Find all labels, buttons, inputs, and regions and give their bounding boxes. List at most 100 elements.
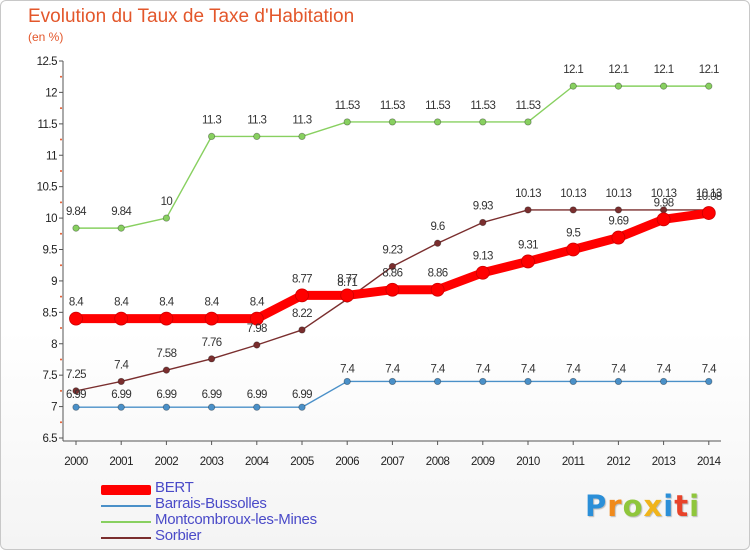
logo-letter: t	[674, 489, 690, 523]
data-point-barrais-bussolles	[388, 377, 396, 386]
data-point-sorbier	[72, 387, 80, 395]
y-minor-tick	[60, 232, 62, 235]
y-tick-label: 10	[45, 213, 57, 225]
x-tick-label: 2003	[200, 456, 224, 468]
data-label-sorbier: 7.58	[156, 348, 176, 360]
data-point-bert	[656, 212, 671, 227]
data-label-bert: 9.69	[608, 216, 628, 228]
data-label-barrais-bussolles: 6.99	[292, 389, 312, 401]
x-tick-label: 2005	[290, 456, 314, 468]
data-point-bert	[204, 311, 219, 326]
data-label-sorbier: 10.13	[560, 188, 586, 200]
data-label-barrais-bussolles: 7.4	[476, 363, 491, 375]
data-label-montcombroux-les-mines: 11.3	[247, 114, 266, 126]
data-point-bert	[69, 311, 83, 326]
y-axis-label: (en %)	[28, 30, 64, 44]
data-point-montcombroux-les-mines	[569, 82, 577, 90]
data-point-sorbier	[162, 366, 170, 374]
data-label-bert: 8.4	[69, 297, 84, 309]
logo-letter: r	[607, 489, 623, 523]
data-label-bert: 8.86	[428, 268, 448, 280]
y-minor-tick	[60, 327, 62, 330]
data-point-bert	[249, 311, 264, 326]
data-label-bert: 8.4	[205, 297, 220, 309]
logo-letter: i	[689, 489, 701, 523]
data-label-sorbier: 10.13	[515, 188, 541, 200]
chart-title: Evolution du Taux de Taxe d'Habitation	[28, 6, 355, 27]
data-label-montcombroux-les-mines: 12.1	[608, 64, 628, 76]
x-tick-label: 2008	[426, 456, 450, 468]
data-point-sorbier	[298, 326, 306, 334]
data-label-bert: 8.4	[250, 297, 265, 309]
data-point-barrais-bussolles	[253, 403, 261, 411]
y-minor-tick	[60, 389, 62, 392]
x-tick-label: 2006	[335, 456, 359, 468]
data-label-bert: 9.31	[518, 239, 538, 251]
y-minor-tick	[60, 264, 62, 267]
data-point-bert	[430, 282, 445, 297]
data-label-montcombroux-les-mines: 10	[161, 196, 173, 208]
data-point-barrais-bussolles	[705, 377, 713, 386]
logo-letter: i	[663, 489, 675, 523]
x-tick-label: 2014	[697, 456, 722, 468]
data-label-montcombroux-les-mines: 11.53	[335, 100, 360, 112]
data-point-barrais-bussolles	[479, 377, 487, 386]
data-point-bert	[159, 311, 174, 326]
y-tick-label: 8.5	[43, 307, 58, 319]
data-label-montcombroux-les-mines: 11.53	[425, 100, 450, 112]
data-point-bert	[701, 206, 716, 220]
data-point-bert	[475, 265, 490, 280]
data-point-montcombroux-les-mines	[479, 118, 487, 126]
y-minor-tick	[60, 358, 62, 361]
y-tick-label: 11	[46, 150, 57, 162]
data-point-montcombroux-les-mines	[388, 118, 396, 126]
y-minor-tick	[60, 421, 62, 424]
data-label-sorbier: 7.98	[247, 323, 267, 335]
data-point-barrais-bussolles	[433, 377, 442, 386]
y-minor-tick	[60, 75, 62, 78]
data-point-bert	[521, 254, 535, 269]
data-label-sorbier: 7.76	[202, 337, 222, 349]
data-point-sorbier	[388, 262, 396, 271]
data-label-bert: 9.98	[654, 197, 674, 209]
y-tick-label: 12	[45, 87, 57, 99]
data-point-bert	[295, 288, 309, 303]
data-label-barrais-bussolles: 6.99	[111, 389, 131, 401]
logo-letter: P	[585, 489, 608, 523]
data-label-montcombroux-les-mines: 11.3	[292, 114, 311, 126]
data-point-barrais-bussolles	[117, 403, 125, 411]
data-label-sorbier: 8.71	[337, 277, 357, 289]
data-label-barrais-bussolles: 7.4	[566, 363, 581, 375]
data-label-montcombroux-les-mines: 9.84	[66, 206, 87, 218]
legend-label-bert: BERT	[155, 479, 194, 496]
data-label-montcombroux-les-mines: 9.84	[111, 206, 132, 218]
legend-label-barrais-bussolles: Barrais-Bussolles	[155, 495, 267, 512]
x-tick-label: 2002	[155, 456, 179, 468]
y-tick-label: 10.5	[37, 182, 57, 194]
data-label-sorbier: 10.13	[696, 188, 722, 200]
data-label-sorbier: 8.22	[292, 308, 312, 320]
data-point-montcombroux-les-mines	[253, 132, 261, 140]
data-label-barrais-bussolles: 7.4	[385, 363, 400, 375]
data-point-sorbier	[479, 218, 487, 227]
data-point-barrais-bussolles	[614, 377, 623, 386]
data-label-barrais-bussolles: 6.99	[156, 389, 176, 401]
data-point-barrais-bussolles	[162, 403, 170, 411]
data-label-montcombroux-les-mines: 11.3	[202, 114, 221, 126]
y-tick-label: 7.5	[43, 370, 58, 382]
data-label-barrais-bussolles: 7.4	[340, 363, 355, 375]
y-tick-label: 7	[51, 402, 57, 414]
logo-letter: o	[622, 489, 644, 523]
data-point-montcombroux-les-mines	[343, 118, 351, 126]
data-label-montcombroux-les-mines: 12.1	[563, 64, 583, 76]
legend-swatch-bert	[101, 485, 151, 495]
data-point-barrais-bussolles	[343, 377, 351, 386]
legend-swatch-barrais-bussolles	[101, 505, 151, 507]
legend-swatch-montcombroux-les-mines	[101, 521, 151, 523]
data-point-bert	[566, 242, 581, 257]
x-tick-label: 2000	[64, 456, 88, 468]
data-label-bert: 8.77	[337, 273, 357, 285]
data-point-bert	[611, 230, 626, 245]
